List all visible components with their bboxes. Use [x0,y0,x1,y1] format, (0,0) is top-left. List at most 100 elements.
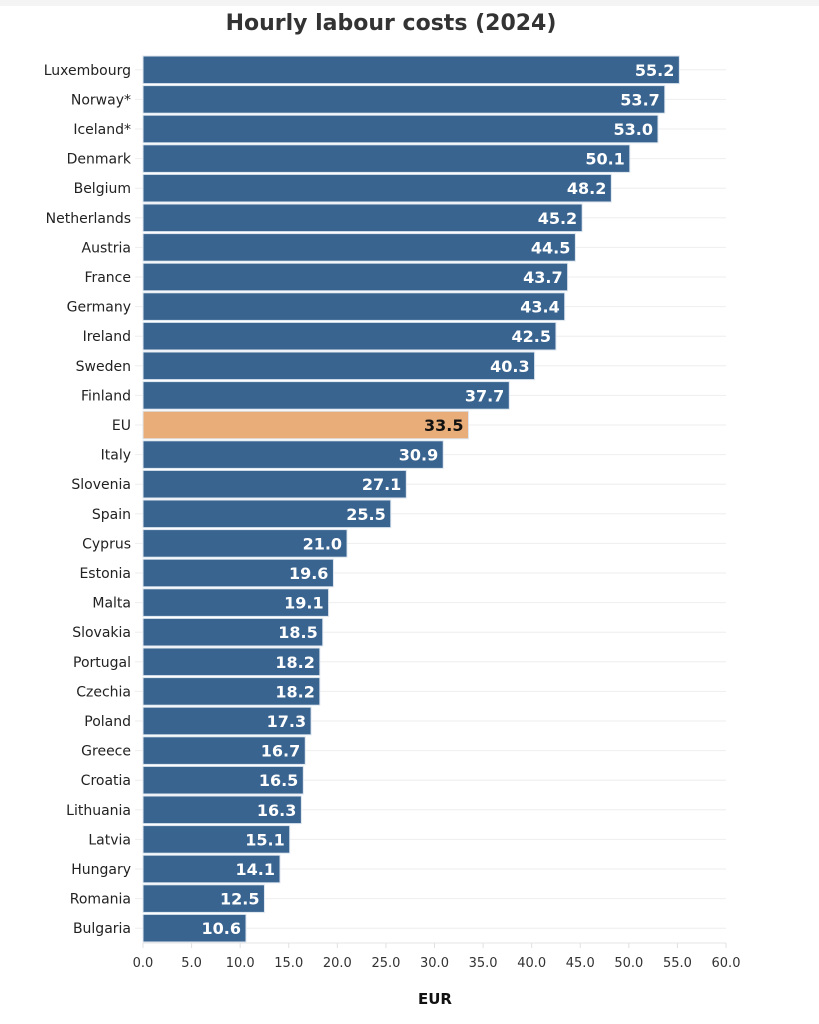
x-tick-label: 30.0 [420,956,449,971]
bar [142,706,312,736]
data-label: 19.1 [284,594,323,613]
x-tick-label: 15.0 [274,956,303,971]
category-label: Ireland [83,329,131,345]
data-label: 43.7 [523,268,562,287]
data-label: 30.9 [399,446,438,465]
chart-title: Hourly labour costs (2024) [226,11,557,36]
x-tick-label: 0.0 [133,956,154,971]
data-label: 19.6 [289,564,328,583]
data-label: 15.1 [245,830,284,849]
category-label: Croatia [81,773,131,789]
bar [142,795,302,825]
data-label: 43.4 [520,298,559,317]
data-label: 45.2 [538,209,577,228]
data-label: 10.6 [202,919,241,938]
category-label: Norway* [71,92,131,108]
data-label: 16.5 [259,771,298,790]
data-label: 17.3 [267,712,306,731]
data-label: 18.5 [278,623,317,642]
x-tick-label: 10.0 [226,956,255,971]
data-label: 14.1 [236,860,275,879]
data-label: 21.0 [303,534,342,553]
category-label: Germany [67,300,131,316]
bar [142,884,265,913]
bar [142,233,576,262]
bar [142,351,536,381]
data-label: 16.3 [257,801,296,820]
data-label: 44.5 [531,238,570,257]
bar-eu [142,410,470,440]
x-tick-label: 50.0 [614,956,643,971]
x-tick-label: 55.0 [663,956,692,971]
bar [142,854,281,884]
data-label: 42.5 [511,327,550,346]
bar [142,440,444,469]
category-label: Czechia [76,684,131,700]
category-label: Greece [81,744,131,760]
category-label: Hungary [71,862,131,878]
data-label: 33.5 [424,416,463,435]
category-label: France [84,270,131,286]
bar [142,825,291,854]
x-tick-label: 60.0 [712,956,741,971]
bars: Luxembourg 55.2 Norway* 53.7 Iceland* 53.0 Den… [44,55,680,943]
data-label: 18.2 [275,653,314,672]
data-label: 37.7 [465,386,504,405]
category-label: Poland [84,714,131,730]
bar [142,292,566,321]
category-label: Cyprus [82,536,131,552]
x-tick-label: 20.0 [323,956,352,971]
bar [142,913,247,943]
bar [142,203,583,233]
data-label: 27.1 [362,475,401,494]
category-label: Iceland* [73,122,131,138]
data-label: 12.5 [220,890,259,909]
bar [142,114,659,144]
category-label: Portugal [73,655,131,671]
category-label: Finland [81,388,131,404]
category-label: Lithuania [66,803,131,819]
category-label: Luxembourg [44,63,131,79]
x-tick-label: 5.0 [181,956,202,971]
category-label: Denmark [67,152,132,168]
bar [142,469,407,499]
data-label: 53.7 [620,90,659,109]
x-axis-label: EUR [418,990,452,1008]
category-label: Latvia [88,832,131,848]
data-label: 55.2 [635,61,674,80]
data-label: 53.0 [613,120,652,139]
data-label: 40.3 [490,357,529,376]
category-label: Malta [92,596,131,612]
bar [142,173,612,203]
bar [142,588,330,617]
x-axis: 0.0 5.0 10.0 15.0 20.0 25.0 30.0 35.0 40.0 45.0 50… [133,942,741,971]
bar [142,765,304,795]
bar [142,736,306,765]
category-label: Spain [92,507,131,523]
data-label: 25.5 [346,505,385,524]
bar [142,85,666,114]
x-tick-label: 40.0 [517,956,546,971]
top-strip [0,0,819,6]
category-label: Romania [70,892,131,908]
category-label: Bulgaria [73,921,131,937]
bar [142,321,557,351]
bar [142,144,631,173]
bar [142,499,392,529]
x-tick-label: 45.0 [566,956,595,971]
bar [142,617,324,647]
category-label: Slovenia [71,477,131,493]
category-label: Sweden [76,359,131,375]
category-label: Slovakia [72,625,131,641]
bar [142,677,321,706]
bar [142,558,334,588]
category-label: EU [112,418,131,434]
category-label: Austria [82,240,131,256]
bar [142,262,569,292]
bar [142,529,348,558]
data-label: 48.2 [567,179,606,198]
category-label: Netherlands [46,211,131,227]
category-label: Belgium [74,181,131,197]
bar [142,647,321,677]
data-label: 16.7 [261,742,300,761]
